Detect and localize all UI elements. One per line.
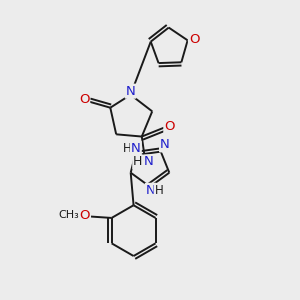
Text: N: N <box>146 184 155 197</box>
Text: N: N <box>144 155 154 168</box>
Text: N: N <box>131 142 141 155</box>
Text: N: N <box>160 138 170 152</box>
Text: CH₃: CH₃ <box>58 210 79 220</box>
Text: H: H <box>133 155 142 168</box>
Text: N: N <box>126 85 136 98</box>
Text: O: O <box>164 120 175 133</box>
Text: H: H <box>154 184 163 197</box>
Text: O: O <box>79 93 89 106</box>
Text: O: O <box>80 209 90 222</box>
Text: O: O <box>189 33 200 46</box>
Text: H: H <box>123 142 132 155</box>
